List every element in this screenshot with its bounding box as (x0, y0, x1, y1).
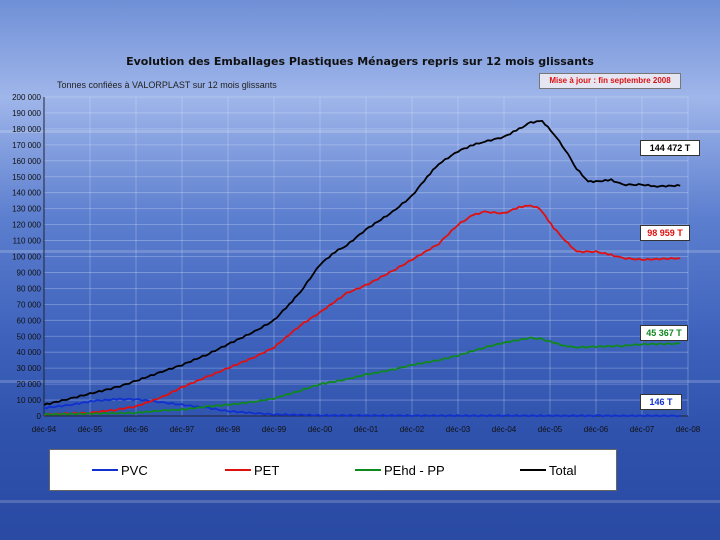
y-tick-label: 140 000 (12, 189, 41, 198)
series-line-pehd-pp (43, 336, 681, 416)
update-note: Mise à jour : fin septembre 2008 (539, 73, 681, 89)
callout-pet: 98 959 T (640, 225, 690, 241)
y-tick-label: 160 000 (12, 157, 41, 166)
y-tick-label: 60 000 (17, 316, 42, 325)
y-tick-label: 10 000 (17, 396, 42, 405)
series-line-pvc (43, 397, 681, 418)
legend-swatch-total (520, 469, 546, 471)
x-tick-label: déc-08 (676, 425, 701, 434)
legend-label-pehd-pp: PEhd - PP (384, 462, 445, 478)
x-tick-label: déc-95 (78, 425, 103, 434)
x-tick-label: déc-96 (124, 425, 149, 434)
x-tick-label: déc-97 (170, 425, 195, 434)
y-tick-label: 170 000 (12, 141, 41, 150)
legend-item-pehd-pp: PEhd - PP (355, 462, 445, 478)
y-tick-label: 200 000 (12, 93, 41, 102)
y-tick-label: 0 (37, 412, 42, 421)
legend-label-total: Total (549, 462, 577, 478)
x-tick-label: déc-07 (630, 425, 655, 434)
chart-title: Evolution des Emballages Plastiques Ména… (126, 55, 594, 68)
y-tick-label: 110 000 (13, 237, 42, 246)
y-tick-label: 20 000 (17, 380, 42, 389)
y-tick-label: 120 000 (12, 221, 41, 230)
series-line-total (43, 120, 681, 406)
callout-total: 144 472 T (640, 140, 700, 156)
legend-item-pvc: PVC (92, 462, 148, 478)
x-tick-label: déc-94 (32, 425, 57, 434)
y-tick-label: 40 000 (17, 348, 42, 357)
x-tick-label: déc-06 (584, 425, 609, 434)
legend-swatch-pet (225, 469, 251, 471)
y-tick-label: 30 000 (17, 364, 42, 373)
callout-pvc: 146 T (640, 394, 682, 410)
y-axis: 0 10 000 20 000 30 000 40 000 50 000 60 000 70 … (12, 93, 41, 421)
x-tick-label: déc-00 (308, 425, 333, 434)
y-tick-label: 90 000 (17, 268, 42, 277)
legend-swatch-pehd-pp (355, 469, 381, 471)
callout-pehd-pp: 45 367 T (640, 325, 688, 341)
y-tick-label: 80 000 (17, 284, 42, 293)
legend-swatch-pvc (92, 469, 118, 471)
x-tick-label: déc-05 (538, 425, 563, 434)
y-tick-label: 70 000 (17, 300, 42, 309)
legend-item-total: Total (520, 462, 577, 478)
series-line-pet (43, 204, 681, 416)
x-tick-label: déc-04 (492, 425, 517, 434)
x-tick-label: déc-01 (354, 425, 379, 434)
x-tick-label: déc-98 (216, 425, 241, 434)
y-tick-label: 100 000 (12, 253, 41, 262)
legend: PVC PET PEhd - PP Total (49, 449, 617, 491)
chart-subtitle: Tonnes confiées à VALORPLAST sur 12 mois… (57, 80, 277, 90)
y-tick-label: 180 000 (12, 125, 41, 134)
y-tick-label: 150 000 (12, 173, 41, 182)
x-tick-label: déc-99 (262, 425, 287, 434)
legend-label-pet: PET (254, 462, 280, 478)
legend-label-pvc: PVC (121, 462, 148, 478)
legend-item-pet: PET (225, 462, 280, 478)
x-axis: déc-94 déc-95 déc-96 déc-97 déc-98 déc-99 déc-… (32, 425, 701, 434)
y-tick-label: 130 000 (12, 205, 41, 214)
x-tick-label: déc-02 (400, 425, 425, 434)
series-lines (43, 120, 681, 418)
x-tick-label: déc-03 (446, 425, 471, 434)
y-tick-label: 190 000 (12, 109, 41, 118)
y-tick-label: 50 000 (17, 332, 42, 341)
grid (43, 96, 689, 417)
